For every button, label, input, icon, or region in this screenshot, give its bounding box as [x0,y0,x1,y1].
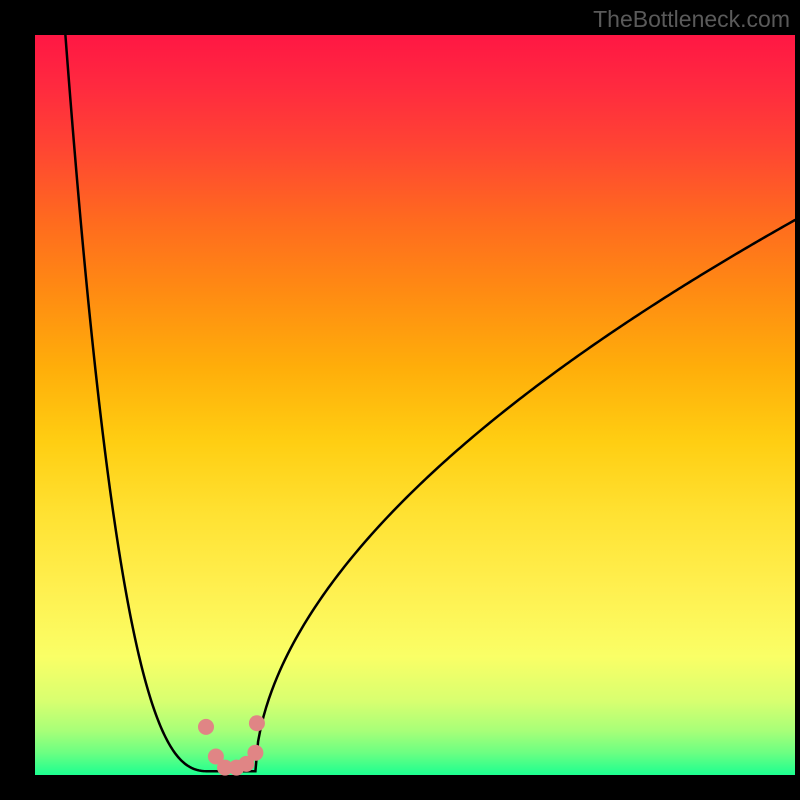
chart-svg [0,0,800,800]
chart-container: TheBottleneck.com [0,0,800,800]
watermark-text: TheBottleneck.com [593,6,790,33]
valley-marker [198,719,214,735]
valley-marker [247,745,263,761]
plot-gradient-background [35,35,795,775]
valley-marker [249,715,265,731]
